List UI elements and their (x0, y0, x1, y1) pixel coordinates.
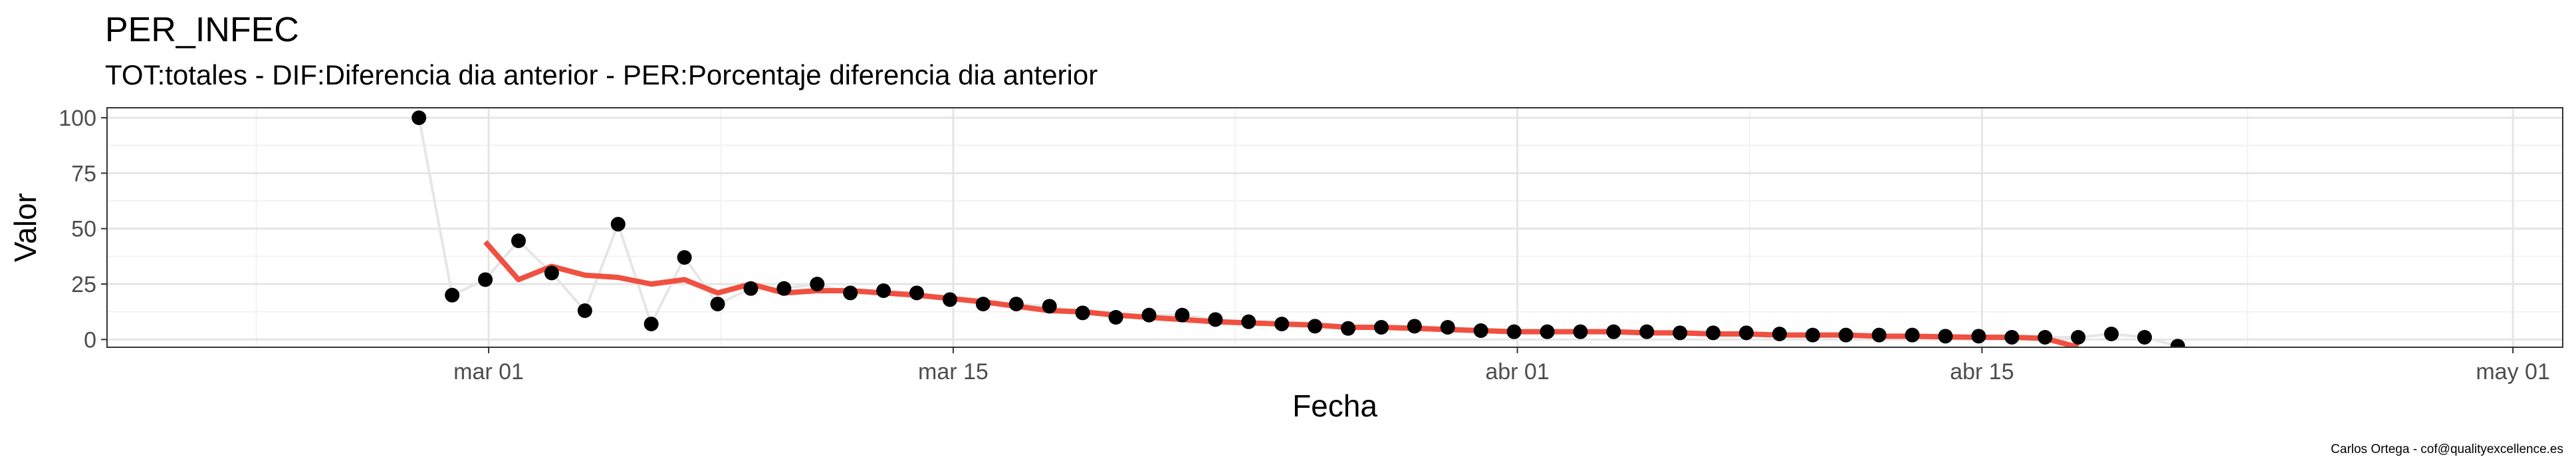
data-point (1340, 321, 1355, 336)
data-point (1639, 324, 1655, 339)
data-point (710, 297, 725, 311)
data-point (2004, 330, 2020, 345)
data-point (876, 283, 891, 298)
y-tick-label: 0 (84, 327, 96, 353)
x-axis: mar 01 mar 15 abr 01 abr 15 may 01 (453, 347, 2550, 385)
data-point (478, 272, 493, 287)
grid-minor (107, 108, 2563, 347)
data-point (1971, 329, 1986, 344)
data-point (2137, 330, 2153, 345)
data-point (843, 285, 858, 301)
x-axis-title: Fecha (1292, 388, 1377, 423)
data-point (743, 281, 759, 296)
plot-panel (106, 107, 2563, 348)
data-point (1042, 299, 1057, 314)
data-point (1540, 324, 1555, 339)
y-tick-label: 75 (71, 161, 96, 186)
data-point (610, 217, 626, 232)
data-point (1938, 329, 1953, 344)
data-point (1506, 324, 1522, 339)
chart-title: PER_INFEC (105, 11, 299, 49)
data-point (810, 277, 825, 291)
data-point (1241, 314, 1256, 329)
data-point (1738, 325, 1754, 341)
data-point (2104, 327, 2119, 341)
data-point (2071, 330, 2086, 345)
data-point (1075, 305, 1090, 321)
data-point (445, 287, 460, 303)
data-point (577, 303, 592, 318)
data-point (1573, 324, 1588, 339)
chart-subtitle: TOT:totales - DIF:Diferencia dia anterio… (105, 59, 1098, 90)
data-point (1440, 320, 1455, 335)
data-point (1373, 320, 1389, 335)
panel-background (107, 108, 2563, 347)
data-point (1141, 307, 1157, 323)
x-tick-label: may 01 (2476, 359, 2550, 385)
data-point (942, 292, 957, 307)
data-point (1008, 297, 1024, 311)
x-tick-label: abr 15 (1950, 359, 2014, 385)
caption: Carlos Ortega - cof@qualityexcellence.es (2331, 442, 2563, 456)
data-point (1208, 312, 1223, 327)
y-axis: 0 25 50 75 100 (59, 106, 107, 353)
x-tick-label: mar 01 (453, 359, 524, 385)
data-point (644, 317, 659, 331)
data-point (1473, 323, 1488, 338)
data-point (1175, 307, 1190, 323)
panel-border (106, 107, 2563, 348)
y-tick-label: 25 (71, 272, 96, 297)
data-point (1673, 325, 1688, 341)
data-point (677, 250, 692, 265)
data-point (1606, 324, 1621, 339)
data-point (411, 110, 427, 125)
data-point (909, 285, 925, 301)
data-point (1407, 319, 1422, 334)
data-point (511, 233, 526, 248)
data-point (1838, 327, 1853, 343)
data-point (1706, 325, 1721, 341)
data-point (1108, 310, 1123, 325)
data-point (1905, 327, 1920, 343)
data-point (2170, 339, 2185, 347)
data-point (975, 297, 991, 311)
data-points (411, 110, 2185, 347)
data-point (1805, 327, 1820, 343)
y-tick-label: 50 (71, 217, 96, 242)
data-point (1871, 327, 1887, 343)
x-tick-label: mar 15 (918, 359, 989, 385)
x-tick-label: abr 01 (1485, 359, 1549, 385)
data-point (544, 265, 559, 281)
data-point (1308, 319, 1323, 334)
data-point (1772, 327, 1787, 341)
y-tick-label: 100 (59, 106, 96, 131)
y-axis-title: Valor (8, 193, 43, 262)
data-point (1274, 317, 1290, 331)
data-point (2038, 330, 2053, 345)
data-point (776, 281, 792, 296)
